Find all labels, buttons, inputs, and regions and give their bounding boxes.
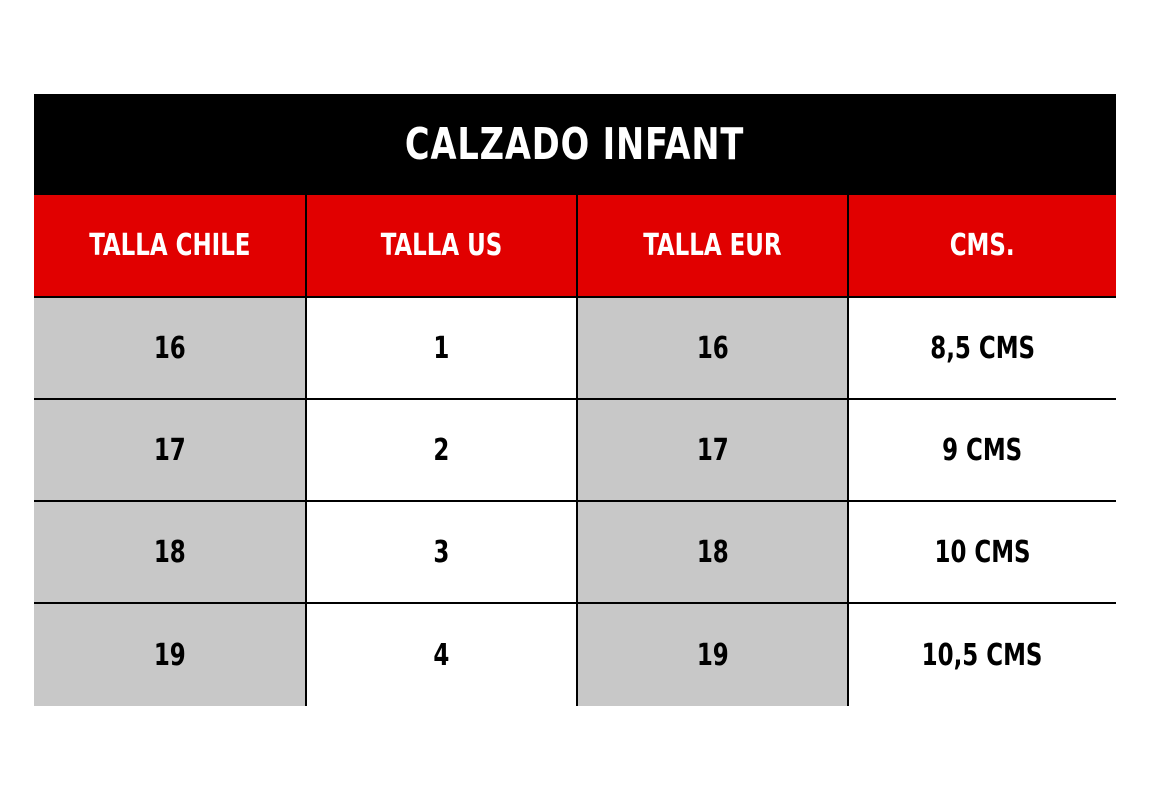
cell-text: 16 — [153, 330, 186, 366]
table-cell: 18 — [34, 502, 305, 602]
table-cell: 9 CMS — [847, 400, 1116, 500]
header-text: TALLA US — [380, 228, 503, 263]
table-cell: 3 — [305, 502, 576, 602]
table-cell: 17 — [34, 400, 305, 500]
table-row: 19 4 19 10,5 CMS — [34, 604, 1116, 706]
table-cell: 1 — [305, 298, 576, 398]
cell-text: 1 — [433, 330, 450, 366]
cell-text: 17 — [696, 432, 729, 468]
header-row: TALLA CHILE TALLA US TALLA EUR CMS. — [34, 195, 1116, 298]
cell-text: 18 — [696, 534, 729, 570]
table-row: 16 1 16 8,5 CMS — [34, 298, 1116, 400]
cell-text: 8,5 CMS — [930, 330, 1035, 366]
cell-text: 3 — [433, 534, 450, 570]
cell-text: 9 CMS — [942, 432, 1023, 468]
header-text: TALLA EUR — [643, 228, 782, 263]
cell-text: 19 — [153, 637, 186, 673]
table-cell: 19 — [34, 604, 305, 706]
cell-text: 10 CMS — [934, 534, 1031, 570]
cell-text: 18 — [153, 534, 186, 570]
table-cell: 4 — [305, 604, 576, 706]
cell-text: 4 — [433, 637, 450, 673]
cell-text: 2 — [433, 432, 450, 468]
table-row: 18 3 18 10 CMS — [34, 502, 1116, 604]
table-cell: 16 — [34, 298, 305, 398]
table-cell: 18 — [576, 502, 847, 602]
size-chart-table: CALZADO INFANT TALLA CHILE TALLA US TALL… — [34, 94, 1116, 706]
table-row: 17 2 17 9 CMS — [34, 400, 1116, 502]
table-cell: 2 — [305, 400, 576, 500]
table-cell: 8,5 CMS — [847, 298, 1116, 398]
table-cell: 10 CMS — [847, 502, 1116, 602]
table-cell: 19 — [576, 604, 847, 706]
table-title: CALZADO INFANT — [34, 94, 1116, 195]
title-text: CALZADO INFANT — [405, 119, 745, 170]
header-cell: TALLA EUR — [576, 195, 847, 296]
cell-text: 17 — [153, 432, 186, 468]
table-cell: 16 — [576, 298, 847, 398]
header-cell: CMS. — [847, 195, 1116, 296]
cell-text: 16 — [696, 330, 729, 366]
cell-text: 19 — [696, 637, 729, 673]
table-cell: 10,5 CMS — [847, 604, 1116, 706]
header-text: TALLA CHILE — [88, 228, 251, 263]
header-text: CMS. — [950, 228, 1015, 263]
header-cell: TALLA US — [305, 195, 576, 296]
header-cell: TALLA CHILE — [34, 195, 305, 296]
table-cell: 17 — [576, 400, 847, 500]
cell-text: 10,5 CMS — [922, 637, 1043, 673]
